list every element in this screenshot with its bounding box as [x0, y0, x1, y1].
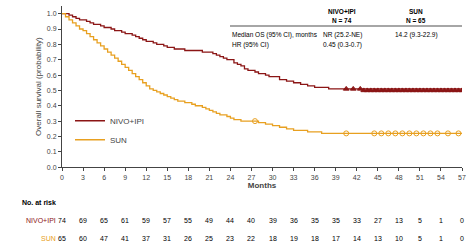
svg-text:Overall survival (probability): Overall survival (probability)	[34, 37, 43, 136]
svg-text:57: 57	[458, 174, 466, 181]
svg-text:18: 18	[269, 235, 277, 242]
svg-text:1.0: 1.0	[47, 10, 57, 17]
svg-text:22: 22	[247, 235, 255, 242]
svg-text:44: 44	[226, 217, 234, 224]
svg-text:0: 0	[60, 174, 64, 181]
svg-text:39: 39	[332, 174, 340, 181]
svg-text:41: 41	[121, 235, 129, 242]
svg-text:N = 74: N = 74	[332, 17, 352, 24]
svg-text:25: 25	[205, 235, 213, 242]
svg-text:40: 40	[247, 217, 255, 224]
svg-text:55: 55	[184, 217, 192, 224]
svg-text:21: 21	[205, 174, 213, 181]
svg-text:35: 35	[332, 217, 340, 224]
svg-text:1: 1	[439, 217, 443, 224]
svg-text:33: 33	[290, 174, 298, 181]
svg-text:60: 60	[79, 235, 87, 242]
svg-text:42: 42	[353, 174, 361, 181]
svg-text:18: 18	[184, 174, 192, 181]
svg-text:35: 35	[311, 217, 319, 224]
svg-text:23: 23	[226, 235, 234, 242]
svg-text:0.5: 0.5	[47, 87, 57, 94]
svg-text:14.2 (9.3-22.9): 14.2 (9.3-22.9)	[395, 31, 438, 39]
svg-text:0: 0	[460, 235, 464, 242]
svg-text:65: 65	[100, 217, 108, 224]
svg-text:No. at risk: No. at risk	[22, 199, 56, 206]
svg-text:NIVO+IPI: NIVO+IPI	[328, 8, 356, 15]
svg-text:15: 15	[163, 174, 171, 181]
svg-text:26: 26	[184, 235, 192, 242]
svg-text:0.2: 0.2	[47, 133, 57, 140]
svg-text:39: 39	[269, 217, 277, 224]
svg-text:N = 65: N = 65	[406, 17, 426, 24]
svg-text:0.45 (0.3-0.7): 0.45 (0.3-0.7)	[323, 41, 362, 49]
svg-text:3: 3	[81, 174, 85, 181]
svg-text:49: 49	[205, 217, 213, 224]
svg-text:19: 19	[290, 235, 298, 242]
svg-text:36: 36	[311, 174, 319, 181]
svg-text:0.4: 0.4	[47, 102, 57, 109]
svg-text:13: 13	[374, 235, 382, 242]
svg-text:0.7: 0.7	[47, 56, 57, 63]
svg-text:54: 54	[437, 174, 445, 181]
svg-text:0.1: 0.1	[47, 148, 57, 155]
svg-text:10: 10	[395, 235, 403, 242]
svg-text:36: 36	[290, 217, 298, 224]
svg-text:NIVO+IPI: NIVO+IPI	[26, 217, 56, 224]
svg-text:6: 6	[102, 174, 106, 181]
svg-text:Median OS (95% CI), months: Median OS (95% CI), months	[232, 31, 318, 39]
svg-text:61: 61	[121, 217, 129, 224]
svg-text:18: 18	[311, 235, 319, 242]
svg-text:0.0: 0.0	[47, 164, 57, 171]
svg-text:30: 30	[269, 174, 277, 181]
svg-text:57: 57	[163, 217, 171, 224]
svg-text:59: 59	[142, 217, 150, 224]
svg-text:0.6: 0.6	[47, 72, 57, 79]
svg-text:12: 12	[142, 174, 150, 181]
svg-text:33: 33	[353, 217, 361, 224]
svg-text:37: 37	[142, 235, 150, 242]
svg-text:0.3: 0.3	[47, 118, 57, 125]
svg-text:HR (95% CI): HR (95% CI)	[232, 41, 269, 49]
svg-text:NIVO+IPI: NIVO+IPI	[110, 117, 144, 126]
svg-text:14: 14	[353, 235, 361, 242]
svg-text:0.8: 0.8	[47, 41, 57, 48]
svg-text:17: 17	[332, 235, 340, 242]
svg-text:48: 48	[395, 174, 403, 181]
svg-text:13: 13	[395, 217, 403, 224]
svg-text:31: 31	[163, 235, 171, 242]
svg-text:27: 27	[374, 217, 382, 224]
svg-text:5: 5	[418, 217, 422, 224]
svg-text:0.9: 0.9	[47, 25, 57, 32]
svg-text:69: 69	[79, 217, 87, 224]
svg-text:1: 1	[439, 235, 443, 242]
svg-text:47: 47	[100, 235, 108, 242]
svg-text:74: 74	[58, 217, 66, 224]
svg-text:SUN: SUN	[110, 136, 127, 145]
svg-text:45: 45	[374, 174, 382, 181]
svg-text:Months: Months	[248, 181, 277, 190]
svg-text:24: 24	[227, 174, 235, 181]
svg-text:51: 51	[416, 174, 424, 181]
svg-text:9: 9	[123, 174, 127, 181]
svg-text:SUN: SUN	[41, 235, 56, 242]
svg-text:27: 27	[248, 174, 256, 181]
svg-text:0: 0	[460, 217, 464, 224]
svg-text:SUN: SUN	[409, 8, 423, 15]
svg-text:65: 65	[58, 235, 66, 242]
svg-text:NR (25.2-NE): NR (25.2-NE)	[323, 31, 362, 39]
svg-text:5: 5	[418, 235, 422, 242]
